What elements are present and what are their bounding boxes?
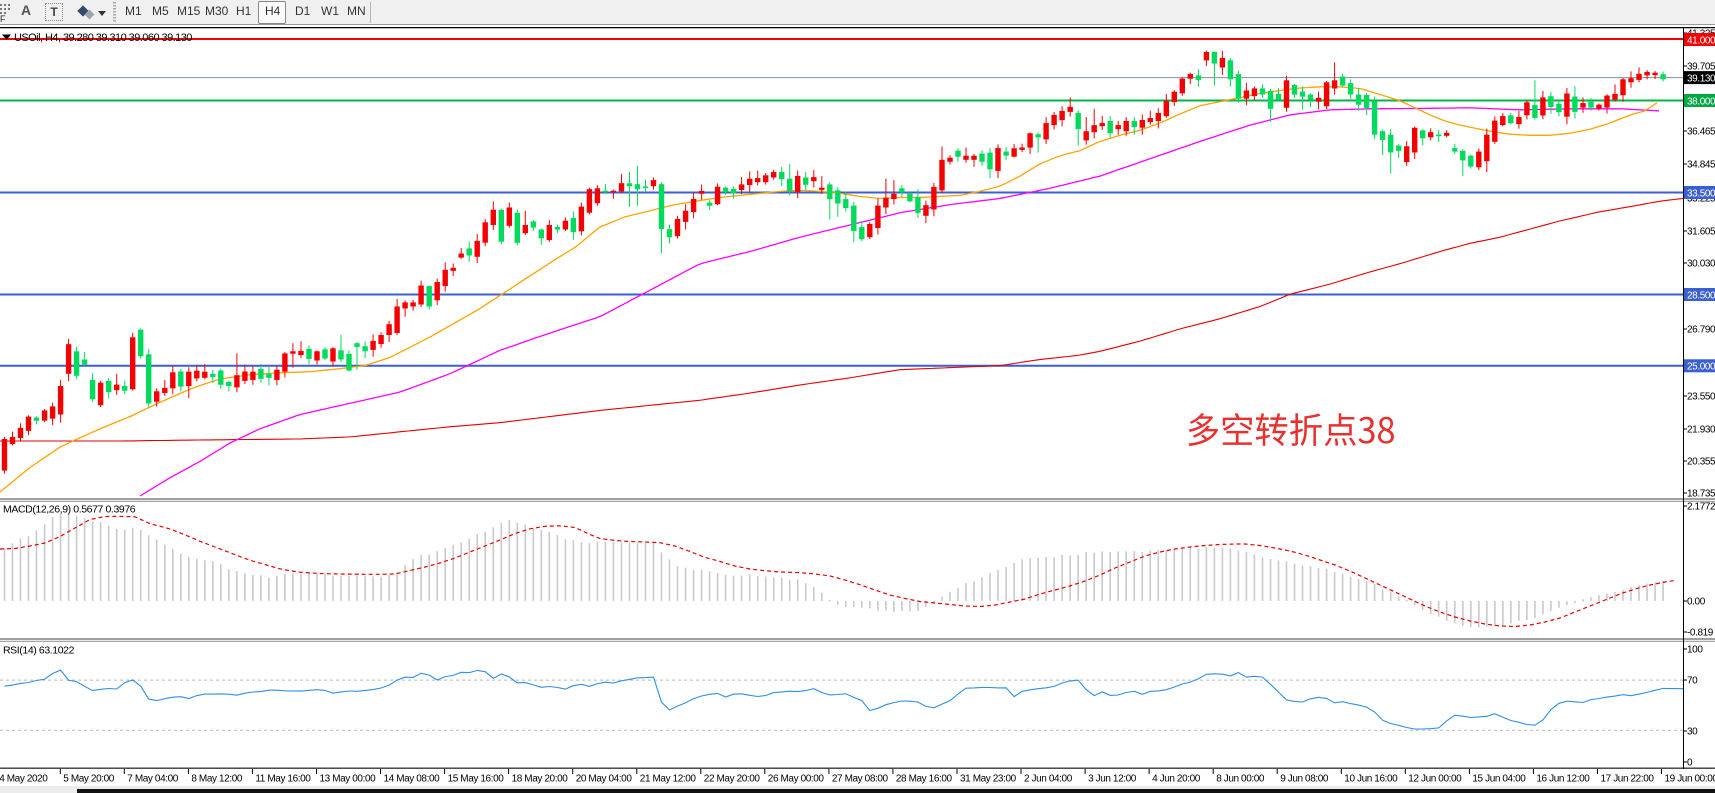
- svg-text:31.605: 31.605: [1687, 227, 1715, 238]
- svg-text:17 Jun 22:00: 17 Jun 22:00: [1601, 774, 1655, 785]
- svg-text:39.705: 39.705: [1687, 62, 1715, 73]
- svg-text:15 May 16:00: 15 May 16:00: [448, 774, 505, 785]
- svg-text:18.735: 18.735: [1687, 489, 1715, 500]
- svg-text:30: 30: [1687, 727, 1698, 738]
- svg-text:12 Jun 00:00: 12 Jun 00:00: [1408, 774, 1462, 785]
- svg-text:9 Jun 08:00: 9 Jun 08:00: [1280, 774, 1329, 785]
- svg-text:33.500: 33.500: [1687, 188, 1715, 199]
- svg-text:7 May 04:00: 7 May 04:00: [127, 774, 178, 785]
- svg-text:8 Jun 00:00: 8 Jun 00:00: [1216, 774, 1265, 785]
- svg-text:28.500: 28.500: [1687, 290, 1715, 301]
- svg-text:3 Jun 12:00: 3 Jun 12:00: [1088, 774, 1137, 785]
- svg-text:34.845: 34.845: [1687, 160, 1715, 171]
- svg-text:0.00: 0.00: [1687, 597, 1706, 608]
- svg-text:USOil, H4, 39.280 39.310 39.06: USOil, H4, 39.280 39.310 39.060 39.130: [14, 32, 192, 44]
- svg-text:22 May 20:00: 22 May 20:00: [704, 774, 761, 785]
- svg-text:RSI(14) 63.1022: RSI(14) 63.1022: [3, 645, 75, 657]
- svg-text:16 Jun 12:00: 16 Jun 12:00: [1536, 774, 1590, 785]
- svg-text:2 Jun 04:00: 2 Jun 04:00: [1024, 774, 1073, 785]
- svg-text:21.930: 21.930: [1687, 425, 1715, 436]
- svg-text:21 May 12:00: 21 May 12:00: [640, 774, 697, 785]
- svg-text:70: 70: [1687, 676, 1698, 687]
- svg-text:18 May 20:00: 18 May 20:00: [512, 774, 569, 785]
- svg-text:2.1772: 2.1772: [1687, 502, 1715, 513]
- svg-text:36.465: 36.465: [1687, 127, 1715, 138]
- svg-text:5 May 20:00: 5 May 20:00: [63, 774, 114, 785]
- svg-text:15 Jun 04:00: 15 Jun 04:00: [1472, 774, 1526, 785]
- svg-text:19 Jun 00:00: 19 Jun 00:00: [1665, 774, 1715, 785]
- svg-text:4 Jun 20:00: 4 Jun 20:00: [1152, 774, 1201, 785]
- svg-text:13 May 00:00: 13 May 00:00: [320, 774, 377, 785]
- svg-text:41.000: 41.000: [1687, 35, 1715, 46]
- svg-text:11 May 16:00: 11 May 16:00: [255, 774, 311, 785]
- svg-text:MACD(12,26,9) 0.5677 0.3976: MACD(12,26,9) 0.5677 0.3976: [3, 504, 136, 516]
- svg-text:8 May 12:00: 8 May 12:00: [191, 774, 242, 785]
- svg-text:26 May 00:00: 26 May 00:00: [768, 774, 825, 785]
- svg-text:27 May 08:00: 27 May 08:00: [832, 774, 889, 785]
- svg-text:23.550: 23.550: [1687, 392, 1715, 403]
- svg-text:10 Jun 16:00: 10 Jun 16:00: [1344, 774, 1398, 785]
- svg-text:39.130: 39.130: [1687, 73, 1715, 84]
- svg-text:25.000: 25.000: [1687, 362, 1715, 373]
- svg-text:4 May 2020: 4 May 2020: [0, 774, 48, 785]
- svg-text:26.790: 26.790: [1687, 325, 1715, 336]
- svg-text:28 May 16:00: 28 May 16:00: [896, 774, 953, 785]
- svg-text:20 May 04:00: 20 May 04:00: [576, 774, 633, 785]
- svg-text:38.000: 38.000: [1687, 96, 1715, 107]
- svg-text:31 May 23:00: 31 May 23:00: [960, 774, 1017, 785]
- svg-text:100: 100: [1687, 645, 1703, 656]
- svg-text:F: F: [0, 14, 6, 23]
- svg-text:-0.819: -0.819: [1687, 628, 1714, 639]
- svg-text:30.030: 30.030: [1687, 259, 1715, 270]
- svg-text:14 May 08:00: 14 May 08:00: [384, 774, 441, 785]
- svg-text:20.355: 20.355: [1687, 457, 1715, 468]
- svg-text:0: 0: [1687, 758, 1693, 769]
